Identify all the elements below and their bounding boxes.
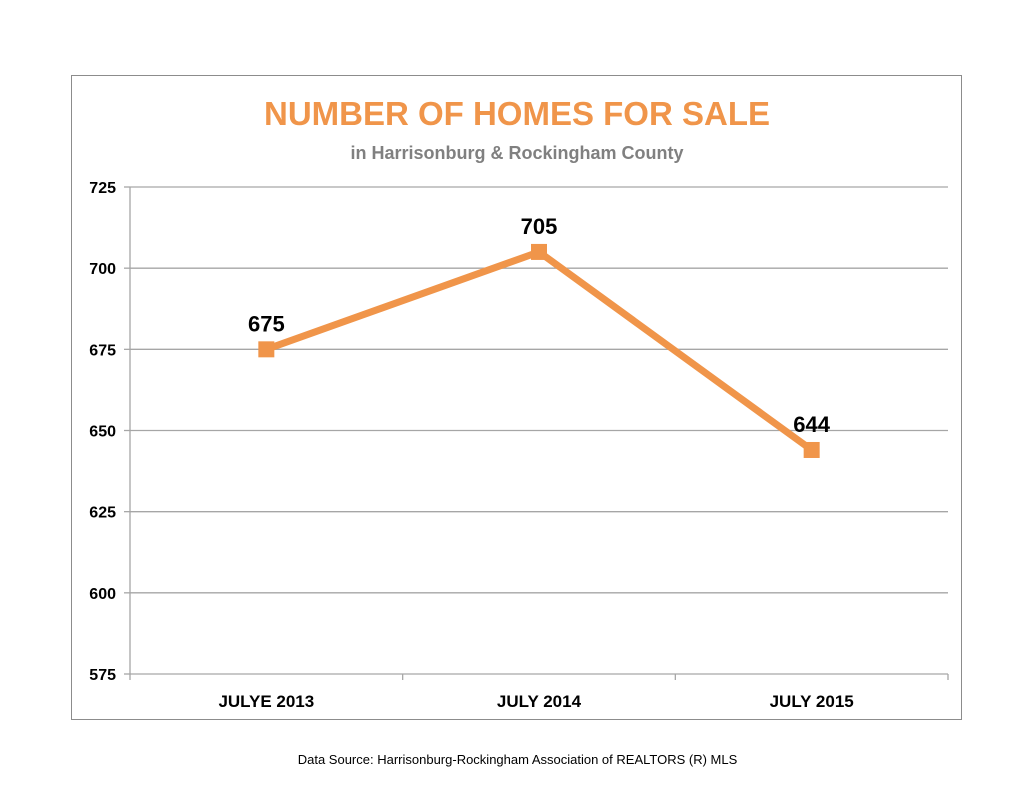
series-layer: [258, 243, 820, 458]
y-tick-label: 625: [89, 505, 116, 522]
x-tick-label: JULY 2014: [497, 692, 582, 711]
data-labels: 675 705 644: [248, 214, 831, 437]
y-tick-label: 700: [89, 261, 116, 278]
chart-frame: [71, 75, 962, 720]
chart-subtitle: in Harrisonburg & Rockingham County: [350, 143, 683, 163]
chart-title: NUMBER OF HOMES FOR SALE: [264, 95, 770, 132]
data-label: 644: [793, 412, 830, 437]
x-tick-label: JULYE 2013: [218, 692, 314, 711]
x-tick-label: JULY 2015: [770, 692, 854, 711]
data-point-marker: [258, 341, 275, 358]
data-point-marker: [531, 243, 547, 260]
series-line: [262, 248, 816, 454]
data-label: 675: [248, 311, 285, 336]
y-tick-label: 725: [89, 180, 116, 197]
y-tick-label: 600: [89, 586, 116, 603]
data-point-marker: [803, 441, 820, 458]
axes: 575 600 625 650 675 700 725 JULYE 2013 JULY 2014…: [89, 180, 949, 711]
y-tick-label: 575: [89, 667, 116, 684]
data-source-note: Data Source: Harrisonburg-Rockingham Ass…: [297, 752, 738, 767]
data-label: 705: [521, 214, 558, 239]
y-tick-label: 675: [89, 342, 116, 359]
y-tick-label: 650: [89, 424, 116, 441]
